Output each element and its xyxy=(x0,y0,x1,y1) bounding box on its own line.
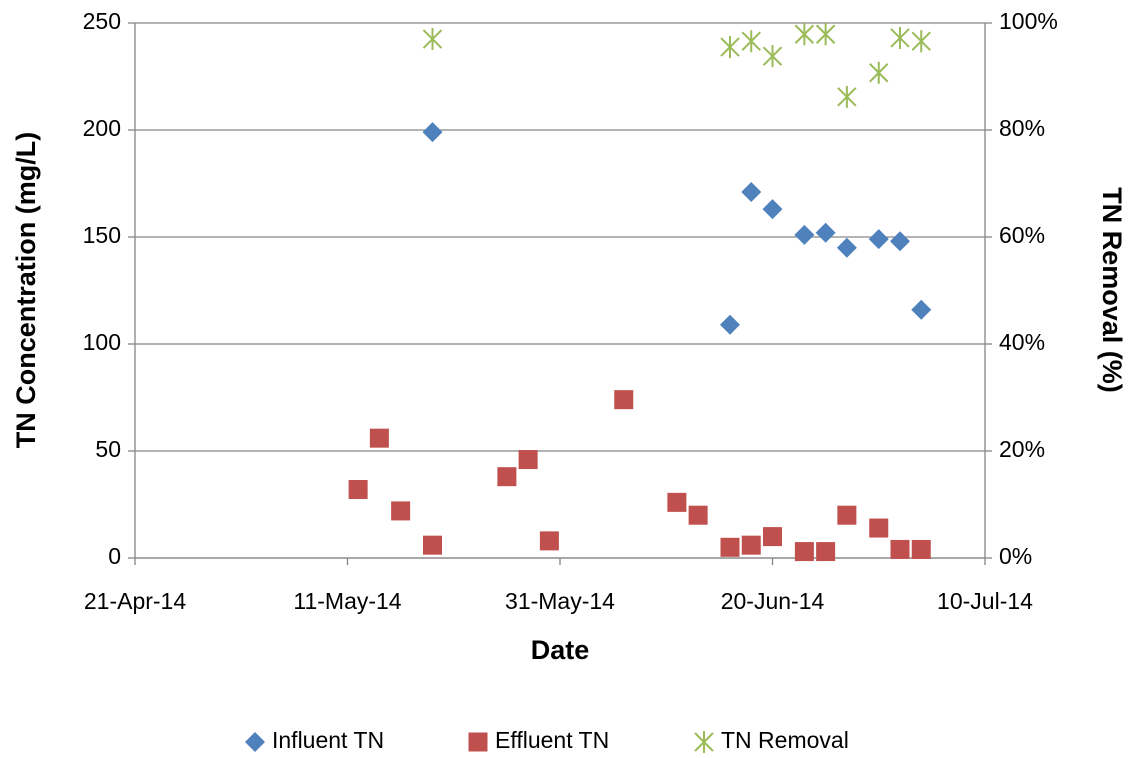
point xyxy=(720,314,740,335)
point xyxy=(688,505,708,525)
point xyxy=(720,537,740,557)
legend-marker xyxy=(468,732,488,752)
legend-label: Effluent TN xyxy=(495,727,609,753)
point xyxy=(391,501,411,521)
point xyxy=(539,531,559,551)
y-axis-title: TN Concentration (mg/L) xyxy=(11,132,41,448)
y-tick-label: 100 xyxy=(83,329,121,355)
point xyxy=(348,480,368,500)
y-tick-label: 200 xyxy=(83,115,121,141)
y-tick-label: 50 xyxy=(95,436,121,462)
point xyxy=(794,23,815,46)
point xyxy=(837,85,857,108)
point xyxy=(763,527,782,547)
point xyxy=(667,492,687,512)
point xyxy=(890,231,910,252)
y2-axis-title: TN Removal (%) xyxy=(1097,187,1127,393)
x-tick-label: 31-May-14 xyxy=(505,588,615,614)
point xyxy=(720,36,740,59)
point xyxy=(868,229,889,250)
y2-tick-label: 40% xyxy=(999,329,1045,355)
point xyxy=(869,518,889,538)
point xyxy=(911,539,931,559)
y2-tick-label: 0% xyxy=(999,543,1032,569)
y-tick-label: 0 xyxy=(108,543,121,569)
legend-label: Influent TN xyxy=(272,727,384,753)
legend-label: TN Removal xyxy=(721,727,849,753)
point xyxy=(890,539,910,559)
point xyxy=(836,237,857,258)
point xyxy=(816,542,836,562)
point xyxy=(762,45,783,68)
legend-marker xyxy=(694,731,714,753)
y-tick-label: 150 xyxy=(83,222,121,248)
point xyxy=(422,28,443,51)
point xyxy=(869,61,889,84)
point xyxy=(911,30,931,53)
x-tick-label: 10-Jul-14 xyxy=(937,588,1033,614)
point xyxy=(794,224,815,245)
point xyxy=(762,199,783,220)
point xyxy=(614,390,634,410)
point xyxy=(741,535,761,555)
y2-tick-label: 80% xyxy=(999,115,1045,141)
x-tick-label: 21-Apr-14 xyxy=(84,588,186,614)
point xyxy=(741,182,762,203)
point xyxy=(911,299,932,320)
point xyxy=(497,467,517,487)
y-tick-label: 250 xyxy=(83,8,121,34)
legend-marker xyxy=(245,732,265,752)
point xyxy=(890,26,910,49)
x-tick-label: 20-Jun-14 xyxy=(721,588,825,614)
x-tick-label: 11-May-14 xyxy=(293,588,401,614)
point xyxy=(815,23,836,46)
point xyxy=(741,30,761,53)
point xyxy=(837,505,857,525)
y2-tick-label: 60% xyxy=(999,222,1045,248)
point xyxy=(794,542,814,562)
y2-tick-label: 100% xyxy=(999,8,1058,34)
x-axis-title: Date xyxy=(531,635,590,665)
y2-tick-label: 20% xyxy=(999,436,1045,462)
point xyxy=(815,222,836,243)
point xyxy=(423,535,442,555)
point xyxy=(422,122,443,143)
point xyxy=(518,450,538,470)
point xyxy=(369,428,389,448)
